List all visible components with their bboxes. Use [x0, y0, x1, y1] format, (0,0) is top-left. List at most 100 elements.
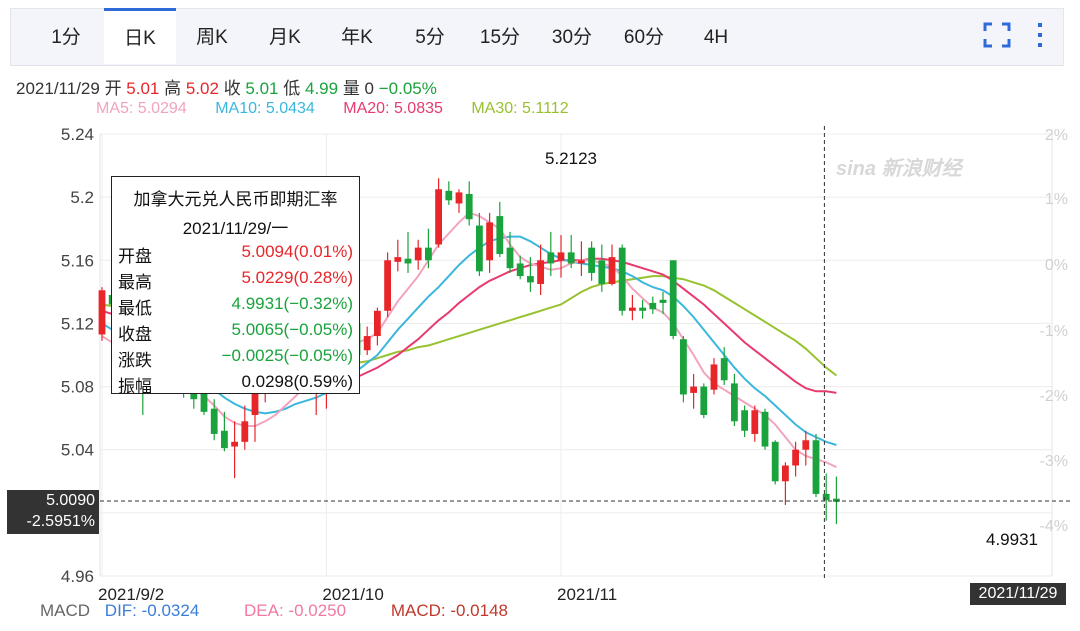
candle [425, 228, 432, 269]
candle [690, 373, 697, 409]
info-change: −0.05% [378, 79, 437, 98]
tooltip-value: 5.0094(0.01%) [241, 242, 353, 261]
candle [374, 307, 381, 346]
more-vertical-icon[interactable] [1030, 20, 1050, 50]
min-annotation: 4.9931 [986, 530, 1038, 549]
fullscreen-icon[interactable] [982, 20, 1012, 50]
candle-body [761, 411, 769, 447]
tooltip-label: 开盘 [118, 247, 152, 266]
candle [445, 181, 453, 206]
tooltip-date: 2021/11/29/一 [182, 219, 289, 238]
candle [720, 347, 728, 385]
y-tick-label: 5.12 [61, 314, 94, 333]
candle-body [465, 193, 473, 220]
candle-body [210, 408, 218, 434]
pct-tick-label: -4% [1040, 518, 1068, 535]
y-tick-label: 5.2 [70, 188, 94, 207]
tooltip-value: 5.0065(−0.05%) [231, 320, 353, 339]
tooltip-row-low: 最低 4.9931(−0.32%) [118, 294, 353, 320]
crosshair-pct: -2.5951% [26, 513, 96, 530]
candle-body [516, 263, 524, 277]
candle-body [639, 307, 646, 311]
candle [833, 476, 840, 524]
candle-body [241, 421, 249, 442]
candle-body [578, 260, 585, 264]
axis-labels: 5.24 5.2 5.16 5.12 5.08 5.04 4.96 2% 1% 0% -1% -2% -… [61, 125, 1068, 604]
candle-body [608, 257, 616, 284]
tab-60min[interactable]: 60分 [623, 27, 665, 48]
candle [455, 189, 463, 213]
candle-body [567, 252, 575, 264]
candle [537, 244, 544, 296]
annotations: 5.2123 4.9931 [545, 149, 1038, 549]
candle-body [251, 383, 259, 415]
candle-body [700, 386, 708, 415]
candle-body [98, 290, 106, 335]
watermark-text: sina 新浪财经 [836, 157, 965, 180]
tab-5min[interactable]: 5分 [415, 27, 445, 48]
candle [618, 244, 626, 316]
candle [812, 433, 820, 498]
pct-tick-label: 2% [1045, 127, 1068, 144]
candle-body [476, 225, 483, 272]
ma30-value: MA30: 5.1112 [471, 100, 569, 117]
crosshair [100, 126, 1072, 581]
x-tick-label: 2021/10 [322, 585, 383, 604]
tab-yearly-k[interactable]: 年K [341, 27, 373, 48]
ohlc-info-line: 2021/11/29 开 5.01 高 5.02 收 5.01 低 4.99 量… [16, 74, 437, 99]
candle-body [710, 364, 718, 390]
tooltip-label: 涨跌 [118, 351, 152, 370]
tab-daily-k[interactable]: 日K [104, 8, 176, 64]
pct-tick-label: -1% [1040, 323, 1068, 340]
x-tick-label: 2021/11 [557, 585, 617, 604]
candle [761, 408, 769, 450]
candle-body [741, 410, 748, 431]
candle [210, 399, 218, 441]
info-vol: 0 [364, 79, 375, 98]
candle [496, 201, 504, 258]
macd-title: MACD [40, 601, 91, 620]
macd-dif: DIF: -0.0324 [104, 601, 200, 620]
candle-body [812, 440, 820, 494]
candle-body [506, 247, 514, 269]
candle-body [425, 247, 432, 261]
candle [547, 231, 555, 277]
candle [782, 462, 789, 505]
candle [221, 411, 228, 452]
x-tick-label: 2021/9/2 [98, 585, 164, 604]
candle [608, 244, 616, 286]
candle-body [690, 386, 697, 393]
candle-body [496, 216, 504, 254]
tooltip-label: 收盘 [118, 325, 152, 344]
candle-body [598, 260, 606, 284]
tab-monthly-k[interactable]: 月K [269, 27, 301, 48]
info-low-label: 低 [283, 79, 301, 98]
candle-body [792, 449, 799, 466]
candle-body [771, 441, 779, 482]
tooltip-title: 加拿大元兑人民币即期汇率 [133, 190, 338, 209]
y-tick-label: 4.96 [61, 567, 94, 586]
candle [659, 291, 667, 314]
candle-body [404, 258, 412, 264]
candle-body [363, 336, 371, 351]
candle [751, 405, 759, 442]
ma5-value: MA5: 5.0294 [96, 100, 187, 117]
candle [741, 405, 748, 438]
tab-15min[interactable]: 15分 [479, 27, 521, 48]
tab-weekly-k[interactable]: 周K [196, 27, 228, 48]
tooltip-row-high: 最高 5.0229(0.28%) [118, 268, 353, 294]
tab-4h[interactable]: 4H [703, 27, 729, 48]
tab-30min[interactable]: 30分 [551, 27, 593, 48]
candle-body [374, 310, 381, 337]
candle-body [731, 383, 738, 422]
info-low: 4.99 [304, 79, 339, 98]
pct-tick-label: -3% [1040, 453, 1068, 470]
tab-1min[interactable]: 1分 [51, 27, 81, 48]
candle-body [649, 302, 657, 310]
macd-dea: DEA: -0.0250 [244, 601, 347, 620]
candle-body [680, 339, 687, 395]
candle [414, 239, 422, 270]
candle [680, 336, 687, 403]
candle-body [618, 247, 626, 311]
